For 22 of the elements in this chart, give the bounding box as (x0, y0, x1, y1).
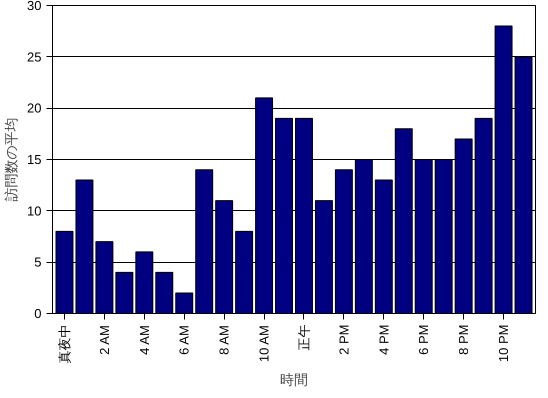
y-tick-label: 5 (34, 254, 42, 270)
x-tick-label: 4 AM (136, 325, 152, 355)
x-tick-label: 8 AM (216, 325, 232, 355)
x-tick-label: 8 PM (456, 324, 472, 355)
x-tick-label: 10 PM (496, 324, 512, 362)
x-tick-label: 10 AM (256, 325, 272, 362)
y-tick-label: 15 (27, 152, 42, 167)
x-tick-label: 正午 (296, 324, 312, 350)
y-tick-label: 20 (27, 100, 42, 116)
bar (115, 272, 134, 314)
y-tick-label: 0 (34, 306, 42, 321)
y-tick-label: 10 (27, 203, 42, 218)
y-tick-label: 30 (27, 0, 42, 13)
x-axis-title: 時間 (280, 372, 308, 388)
y-axis-title: 訪問数の平均 (3, 118, 20, 202)
x-tick-label: 真夜中 (56, 324, 72, 364)
x-tick-label: 2 AM (96, 325, 112, 355)
x-tick-label: 6 AM (176, 325, 192, 355)
x-tick-label: 4 PM (376, 324, 392, 355)
x-tick-label: 2 PM (336, 324, 352, 355)
x-tick-label: 6 PM (416, 324, 432, 355)
y-tick-label: 25 (27, 49, 42, 64)
